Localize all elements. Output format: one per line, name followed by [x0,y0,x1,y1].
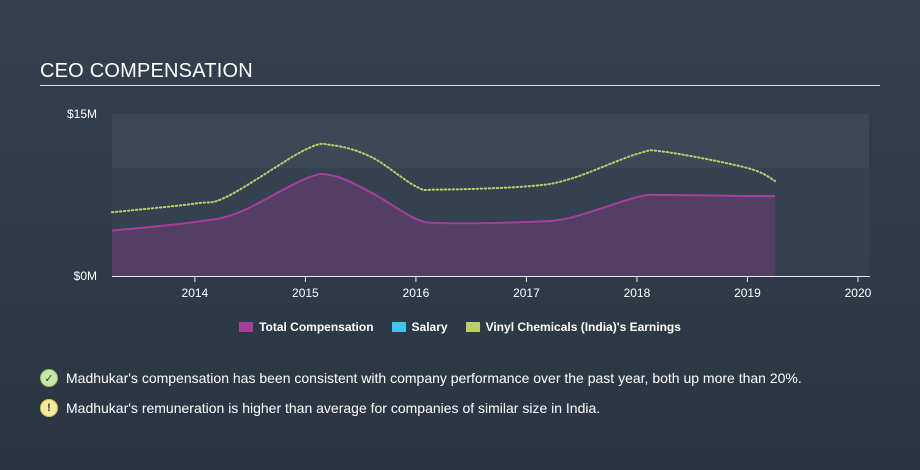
y-tick-label: $15M [67,107,97,121]
insight-notes: ✓ Madhukar's compensation has been consi… [40,368,802,428]
total-compensation-area [112,173,776,276]
y-tick-label: $0M [74,269,97,283]
chart-legend: Total Compensation Salary Vinyl Chemical… [0,319,920,335]
x-tick-label: 2017 [513,286,540,300]
earnings-line [111,142,777,214]
note-above-average: ! Madhukar's remuneration is higher than… [40,398,802,418]
x-tick-label: 2019 [734,286,761,300]
total-compensation-line [111,172,776,232]
x-tick-label: 2014 [182,286,209,300]
plot-top-band [112,114,869,168]
legend-item-earnings[interactable]: Vinyl Chemicals (India)'s Earnings [465,320,681,334]
note-consistent-performance: ✓ Madhukar's compensation has been consi… [40,368,802,388]
title-divider [40,85,880,86]
x-tick-label: 2018 [624,286,651,300]
legend-item-total-compensation[interactable]: Total Compensation [239,320,374,334]
check-icon: ✓ [40,369,58,387]
chart-title: CEO COMPENSATION [40,60,253,82]
salary-swatch [391,322,406,332]
x-tick-label: 2016 [403,286,430,300]
legend-label-earnings: Vinyl Chemicals (India)'s Earnings [485,320,681,334]
legend-item-salary[interactable]: Salary [391,320,448,334]
warning-icon: ! [40,399,58,417]
legend-label-total-compensation: Total Compensation [259,320,374,334]
note-text: Madhukar's compensation has been consist… [66,370,802,386]
x-tick-label: 2015 [292,286,319,300]
total-compensation-swatch [239,322,254,332]
note-text: Madhukar's remuneration is higher than a… [66,400,601,416]
x-tick-label: 2020 [845,286,872,300]
compensation-chart: $0M $15M 2014 2015 2016 2017 2018 2019 2020 [67,107,872,300]
earnings-swatch [465,322,480,332]
legend-label-salary: Salary [411,320,448,334]
